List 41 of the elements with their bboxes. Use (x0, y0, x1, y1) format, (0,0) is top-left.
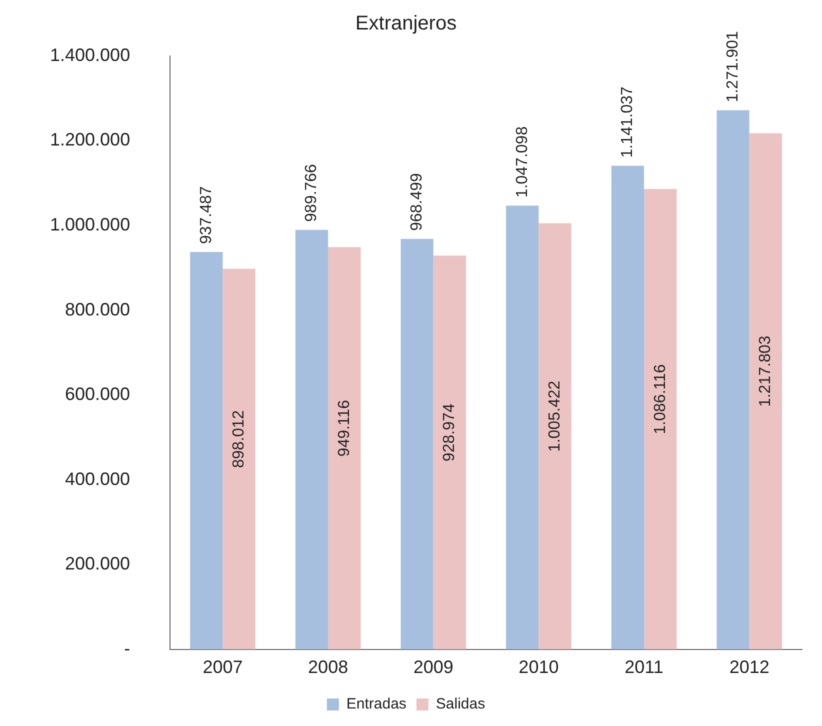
y-tick-label: - (124, 638, 130, 658)
data-label: 937.487 (198, 186, 215, 244)
data-label: 1.141.037 (619, 86, 636, 158)
data-label: 1.005.422 (546, 380, 564, 452)
legend-label: Salidas (436, 696, 486, 713)
data-label: 1.271.901 (724, 31, 742, 102)
y-tick-label: 1.400.000 (50, 44, 130, 65)
x-tick-label: 2011 (624, 657, 664, 678)
y-tick-label: 200.000 (65, 554, 130, 574)
y-tick-label: 400.000 (65, 468, 130, 489)
bar (328, 247, 361, 650)
chart-title: Extranjeros (355, 12, 457, 35)
bar (716, 110, 750, 650)
data-label: 928.974 (441, 404, 458, 462)
bar (295, 230, 328, 650)
bar (433, 256, 466, 650)
bar (222, 268, 256, 650)
bar (644, 189, 677, 650)
bar (190, 252, 223, 650)
data-label: 968.499 (408, 172, 426, 231)
data-label: 949.116 (336, 400, 353, 457)
x-tick-label: 2008 (308, 657, 348, 678)
x-tick-label: 2009 (413, 657, 454, 678)
legend-label: Entradas (346, 696, 406, 713)
data-label: 1.047.098 (514, 126, 531, 198)
bar (749, 133, 782, 650)
y-tick-label: 600.000 (65, 384, 130, 404)
bar (506, 206, 539, 650)
x-tick-label: 2007 (202, 657, 243, 678)
y-tick-label: 800.000 (65, 299, 130, 320)
data-label: 898.012 (230, 410, 248, 468)
data-label: 989.766 (303, 164, 320, 222)
x-tick-label: 2010 (518, 657, 559, 678)
x-tick-label: 2012 (729, 657, 770, 678)
bar (611, 166, 644, 650)
bar (400, 238, 434, 650)
y-tick-label: 1.000.000 (50, 214, 130, 235)
data-label: 1.086.116 (652, 364, 669, 434)
bar (538, 223, 572, 650)
data-label: 1.217.803 (757, 336, 774, 407)
y-tick-label: 1.200.000 (50, 130, 130, 150)
